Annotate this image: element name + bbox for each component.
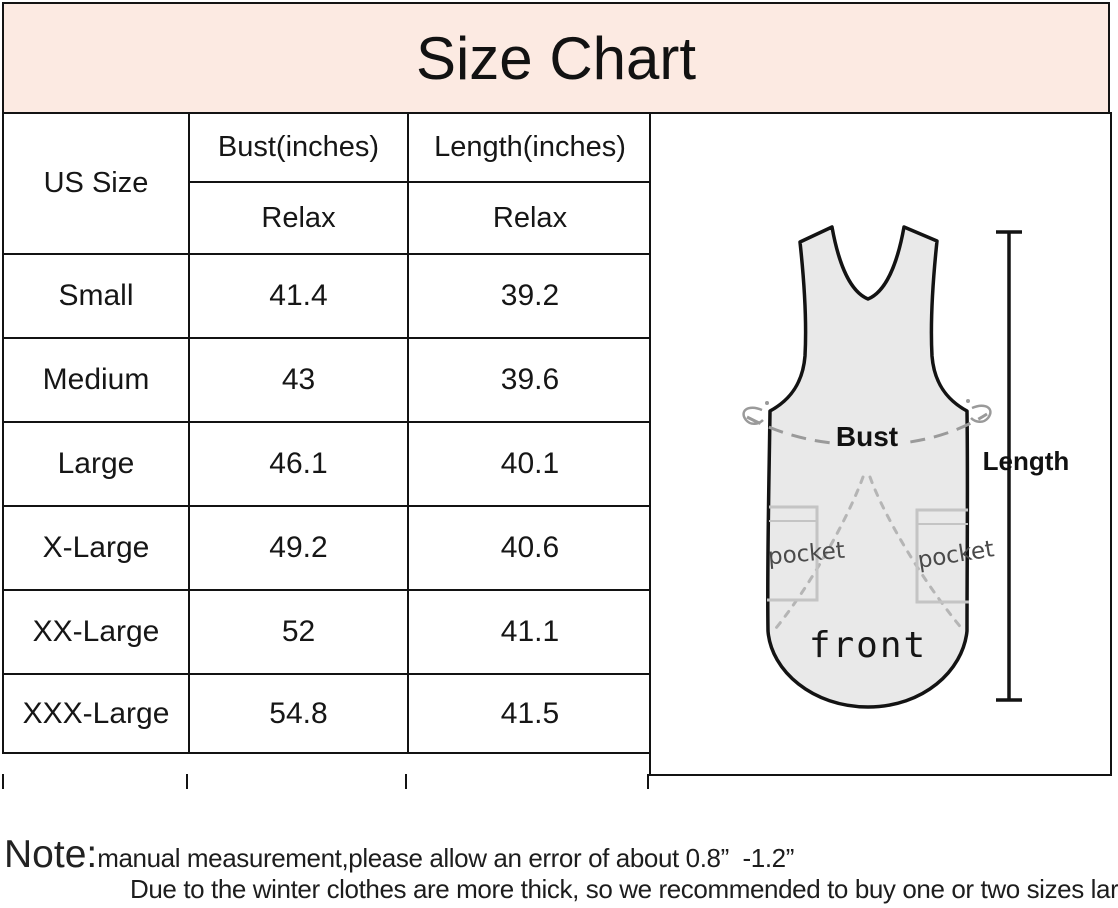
column-header-us-size: US Size — [2, 112, 190, 255]
length-cell: 41.5 — [407, 673, 653, 754]
bust-label: Bust — [836, 421, 898, 452]
column-header-bust: Bust(inches) — [188, 112, 409, 183]
table-edge-stub — [2, 774, 4, 789]
bust-cell: 41.4 — [188, 253, 409, 339]
bust-curl-tick-left — [765, 401, 769, 405]
apron-diagram: Bust Length pocket pocket front — [742, 225, 1070, 709]
bust-cell: 49.2 — [188, 505, 409, 591]
table-row: X-Large 49.2 40.6 — [2, 505, 653, 591]
length-cell: 39.2 — [407, 253, 653, 339]
bust-cell: 46.1 — [188, 421, 409, 507]
length-cell: 40.6 — [407, 505, 653, 591]
table-row: XXX-Large 54.8 41.5 — [2, 673, 653, 754]
seam-dashed-left — [770, 475, 865, 635]
length-label: Length — [983, 446, 1070, 476]
pocket-right-outline — [915, 508, 969, 604]
note-line1: manual measurement,please allow an error… — [97, 843, 794, 873]
length-cell: 41.1 — [407, 589, 653, 675]
bust-curl-tick-right — [966, 399, 970, 403]
size-cell: XX-Large — [2, 589, 190, 675]
length-cell: 39.6 — [407, 337, 653, 423]
seam-dashed-right — [868, 475, 965, 632]
size-cell: Small — [2, 253, 190, 339]
size-cell: X-Large — [2, 505, 190, 591]
bust-cell: 43 — [188, 337, 409, 423]
bust-curl-left — [742, 406, 764, 425]
size-cell: XXX-Large — [2, 673, 190, 754]
table-edge-stub — [186, 774, 188, 789]
subheader-length-relax: Relax — [407, 181, 653, 255]
note: Note: manual measurement,please allow an … — [4, 833, 794, 877]
table-row: Large 46.1 40.1 — [2, 421, 653, 507]
apron-diagram-panel: Bust Length pocket pocket front — [649, 112, 1112, 776]
note-line2: Due to the winter clothes are more thick… — [130, 874, 1118, 904]
column-header-length: Length(inches) — [407, 112, 653, 183]
front-label: front — [809, 625, 927, 666]
table-row: Small 41.4 39.2 — [2, 253, 653, 339]
pocket-left-outline — [767, 505, 819, 602]
table-row: XX-Large 52 41.1 — [2, 589, 653, 675]
size-chart-title-banner: Size Chart — [2, 2, 1110, 114]
page-title: Size Chart — [415, 24, 697, 92]
size-cell: Medium — [2, 337, 190, 423]
table-edge-stub — [405, 774, 407, 789]
bust-measure-line — [746, 412, 988, 447]
table-edge-stub — [647, 774, 649, 789]
table-row: Medium 43 39.6 — [2, 337, 653, 423]
subheader-bust-relax: Relax — [188, 181, 409, 255]
size-cell: Large — [2, 421, 190, 507]
length-cell: 40.1 — [407, 421, 653, 507]
length-line — [996, 230, 1022, 702]
note-prefix: Note: — [4, 833, 98, 876]
bust-cell: 52 — [188, 589, 409, 675]
bust-curl-right — [970, 404, 992, 423]
bust-cell: 54.8 — [188, 673, 409, 754]
size-table: US Size Bust(inches) Length(inches) Rela… — [2, 112, 653, 754]
